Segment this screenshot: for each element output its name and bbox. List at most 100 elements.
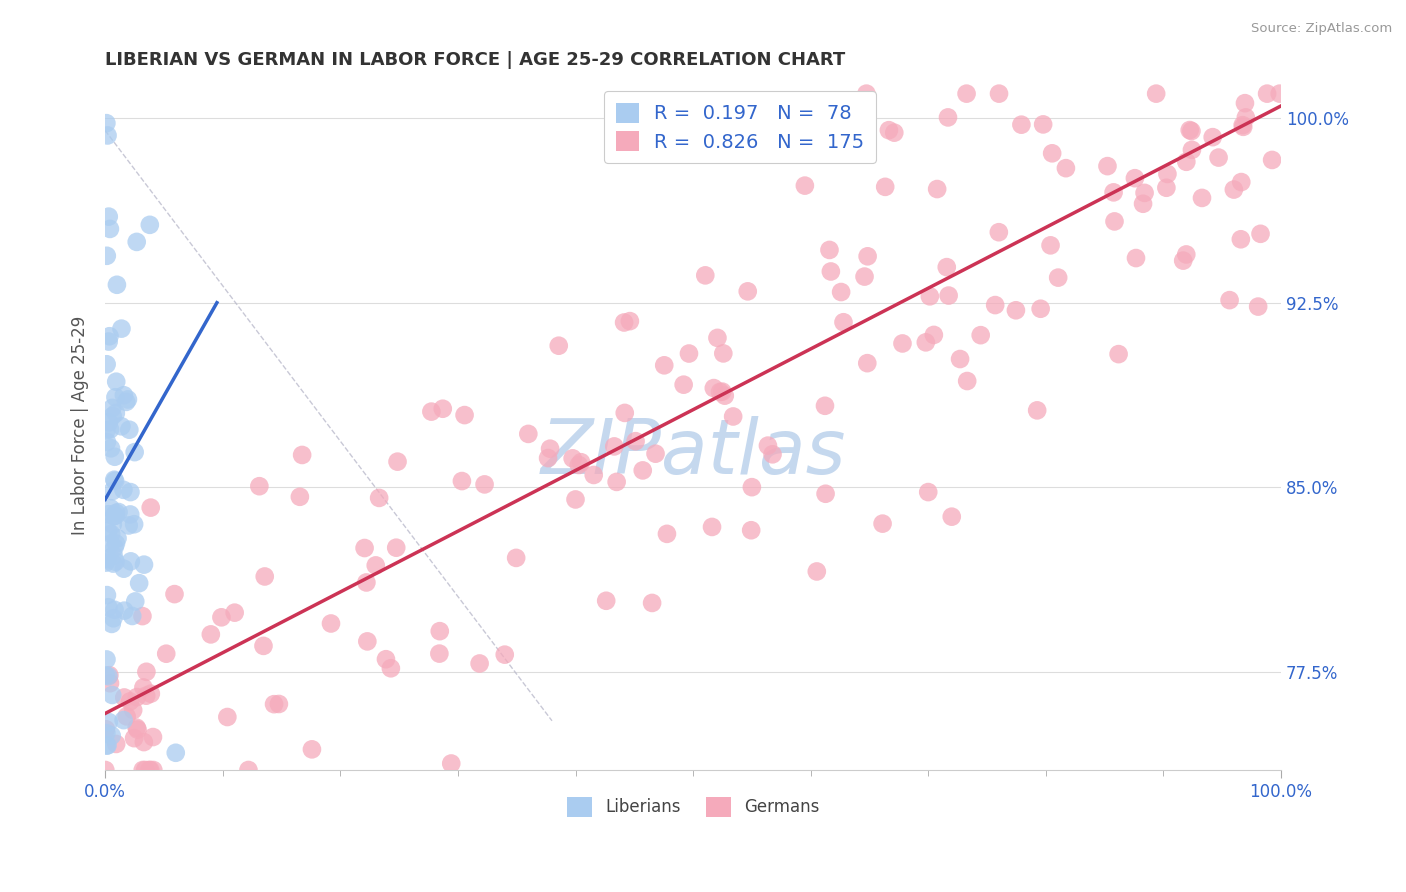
Point	[1232, 120, 1254, 134]
Point	[134, 763, 156, 777]
Point	[98, 422, 121, 436]
Point	[440, 756, 463, 771]
Point	[98, 668, 121, 682]
Point	[112, 604, 135, 618]
Point	[128, 576, 150, 591]
Point	[1010, 118, 1032, 132]
Point	[135, 665, 157, 679]
Point	[1191, 191, 1213, 205]
Point	[624, 434, 647, 449]
Point	[1230, 232, 1253, 246]
Point	[613, 316, 636, 330]
Point	[110, 321, 132, 335]
Point	[917, 485, 939, 500]
Point	[1047, 270, 1070, 285]
Point	[1175, 247, 1198, 261]
Point	[103, 541, 125, 555]
Point	[569, 455, 592, 469]
Point	[706, 331, 728, 345]
Point	[100, 616, 122, 631]
Point	[721, 409, 744, 424]
Point	[385, 541, 408, 555]
Point	[631, 463, 654, 477]
Point	[936, 111, 959, 125]
Point	[1219, 293, 1241, 307]
Point	[613, 406, 636, 420]
Point	[793, 178, 815, 193]
Point	[1039, 238, 1062, 252]
Point	[291, 448, 314, 462]
Point	[163, 587, 186, 601]
Point	[100, 537, 122, 551]
Point	[1230, 175, 1253, 189]
Point	[122, 517, 145, 532]
Point	[105, 737, 128, 751]
Point	[356, 575, 378, 590]
Point	[1178, 123, 1201, 137]
Point	[1261, 153, 1284, 167]
Point	[1268, 87, 1291, 101]
Point	[641, 596, 664, 610]
Point	[209, 610, 232, 624]
Point	[1156, 167, 1178, 181]
Point	[891, 336, 914, 351]
Point	[118, 423, 141, 437]
Point	[107, 505, 129, 519]
Point	[1180, 124, 1202, 138]
Point	[949, 351, 972, 366]
Point	[112, 713, 135, 727]
Text: ZIPatlas: ZIPatlas	[540, 417, 846, 491]
Point	[814, 487, 837, 501]
Point	[713, 389, 735, 403]
Point	[1026, 403, 1049, 417]
Point	[353, 541, 375, 555]
Point	[1256, 87, 1278, 101]
Point	[101, 517, 124, 532]
Point	[564, 492, 586, 507]
Point	[103, 509, 125, 524]
Point	[1175, 154, 1198, 169]
Point	[139, 500, 162, 515]
Point	[655, 526, 678, 541]
Point	[853, 269, 876, 284]
Point	[301, 742, 323, 756]
Point	[474, 477, 496, 491]
Point	[139, 763, 162, 777]
Point	[104, 450, 127, 464]
Point	[101, 409, 124, 423]
Point	[139, 218, 162, 232]
Point	[935, 260, 957, 274]
Point	[120, 554, 142, 568]
Point	[1029, 301, 1052, 316]
Point	[101, 688, 124, 702]
Point	[1102, 186, 1125, 200]
Point	[1104, 214, 1126, 228]
Point	[711, 346, 734, 360]
Point	[568, 458, 591, 472]
Point	[132, 558, 155, 572]
Point	[142, 763, 165, 777]
Point	[375, 652, 398, 666]
Point	[956, 374, 979, 388]
Point	[132, 763, 155, 777]
Point	[115, 709, 138, 723]
Point	[125, 235, 148, 249]
Point	[1132, 196, 1154, 211]
Point	[652, 359, 675, 373]
Point	[883, 126, 905, 140]
Point	[711, 384, 734, 399]
Point	[120, 485, 142, 500]
Point	[97, 739, 120, 753]
Point	[118, 694, 141, 708]
Point	[124, 594, 146, 608]
Point	[820, 264, 842, 278]
Point	[105, 506, 128, 520]
Point	[112, 483, 135, 497]
Point	[988, 87, 1011, 101]
Point	[678, 346, 700, 360]
Point	[875, 179, 897, 194]
Point	[96, 588, 118, 602]
Point	[364, 558, 387, 573]
Point	[1202, 130, 1225, 145]
Point	[103, 549, 125, 563]
